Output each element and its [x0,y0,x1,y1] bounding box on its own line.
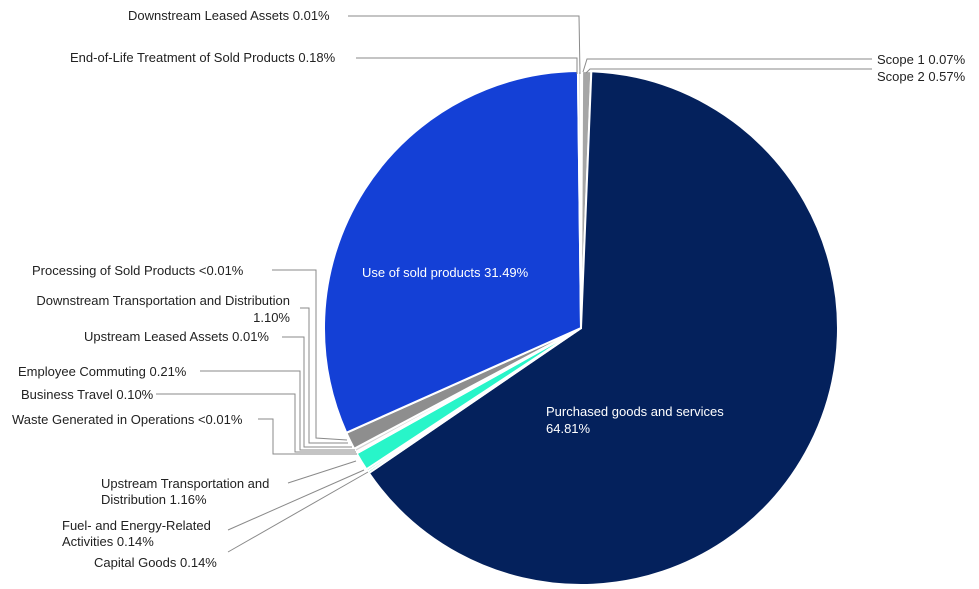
label-processing: Processing of Sold Products <0.01% [32,263,244,278]
leader-upstream-transport [287,460,357,484]
leader-fuel-energy [227,469,365,531]
label-downstream-transport-line2: 1.10% [253,310,290,325]
leader-upstream-leased [282,336,352,448]
leader-end-of-life [356,57,578,74]
label-purchased-goods-line2: 64.81% [546,421,591,436]
label-downstream-leased-assets: Downstream Leased Assets 0.01% [128,8,330,23]
leader-scope-1 [582,58,872,73]
label-end-of-life: End-of-Life Treatment of Sold Products 0… [70,50,336,65]
label-fuel-energy-line2: Activities 0.14% [62,534,154,549]
pie-slice-use-of-sold-products [323,70,582,434]
leader-processing [272,269,348,441]
leader-downstream-transport [300,307,348,444]
pie-slice-purchased-goods-and-services [367,70,839,586]
pie-slices [323,69,839,586]
leader-capital-goods [227,471,369,553]
label-employee-commuting: Employee Commuting 0.21% [18,364,187,379]
label-scope-1: Scope 1 0.07% [877,52,966,67]
label-upstream-transport-line2: Distribution 1.16% [101,492,207,507]
label-business-travel: Business Travel 0.10% [21,387,154,402]
leader-waste [258,418,357,455]
leader-scope-2 [585,68,872,74]
label-downstream-transport-line1: Downstream Transportation and Distributi… [36,293,290,308]
label-purchased-goods-line1: Purchased goods and services [546,404,724,419]
label-capital-goods: Capital Goods 0.14% [94,555,217,570]
label-waste: Waste Generated in Operations <0.01% [12,412,243,427]
label-upstream-transport-line1: Upstream Transportation and [101,476,269,491]
label-use-of-sold-products: Use of sold products 31.49% [362,265,529,280]
leader-lines [156,15,872,553]
leader-business-travel [156,393,356,453]
label-scope-2: Scope 2 0.57% [877,69,966,84]
leader-employee-commuting [200,370,355,451]
label-fuel-energy-line1: Fuel- and Energy-Related [62,518,211,533]
leader-downstream-leased-assets [348,15,581,75]
label-upstream-leased: Upstream Leased Assets 0.01% [84,329,269,344]
